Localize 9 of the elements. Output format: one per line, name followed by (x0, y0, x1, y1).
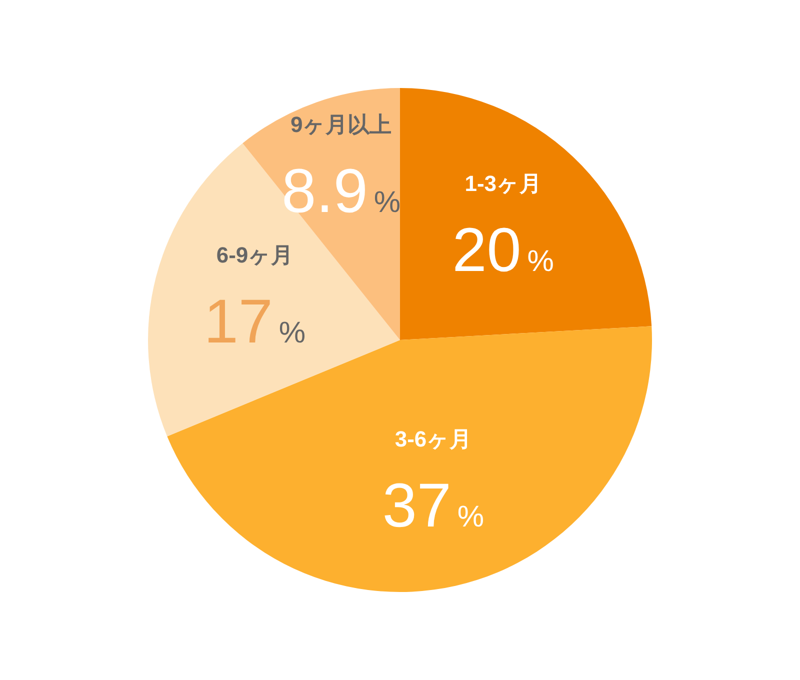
slice-label: 6-9ヶ月 (216, 242, 294, 268)
slice-label: 9ヶ月以上 (290, 112, 392, 138)
data-label: 8.9% (282, 157, 401, 226)
pie-slice (400, 88, 652, 340)
slice-label: 1-3ヶ月 (464, 171, 542, 196)
data-label: 17% (204, 288, 306, 357)
data-label: 20% (452, 216, 554, 286)
slice-label: 3-6ヶ月 (394, 426, 472, 452)
data-label: 37% (382, 471, 484, 540)
